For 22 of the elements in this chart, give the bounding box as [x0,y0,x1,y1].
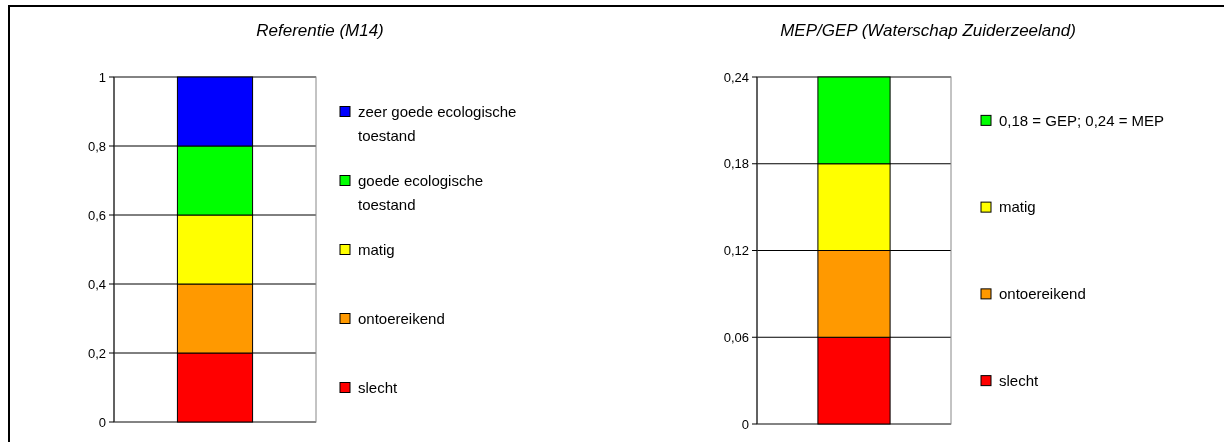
y-tick-label: 0,8 [87,138,106,154]
y-tick-label: 0,4 [87,276,106,292]
y-tick-label: 0 [741,416,749,432]
legend-label: slecht [999,371,1040,389]
y-tick-label: 0,06 [723,329,749,345]
y-tick-label: 0,2 [87,345,106,361]
legend-label: zeer goede ecologische toestand [358,102,517,144]
legend-label: slecht [358,378,399,396]
y-tick-label: 1 [98,69,106,85]
y-tick-label: 0 [98,414,106,430]
legend-label: ontoereikend [358,309,445,327]
y-tick-label: 0,24 [723,69,749,85]
legend-label: 0,18 = GEP; 0,24 = MEP [999,111,1165,129]
y-tick-label: 0,6 [87,207,106,223]
y-tick-label: 0,18 [723,156,749,172]
chart-title: MEP/GEP (Waterschap Zuiderzeeland) [780,21,1076,40]
legend-label: matig [358,240,395,258]
chart-title: Referentie (M14) [256,21,384,40]
legend-label: goede ecologische toestand [358,171,484,213]
legend-label: matig [999,198,1036,216]
y-tick-label: 0,12 [723,243,749,259]
legend-label: ontoereikend [999,285,1086,303]
